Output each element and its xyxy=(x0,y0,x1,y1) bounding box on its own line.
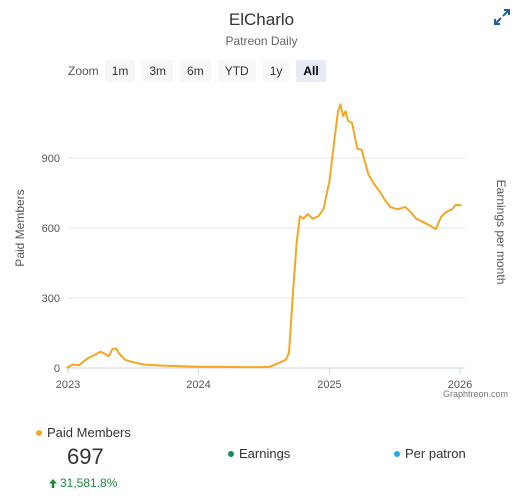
change-badge: 31,581.8% xyxy=(48,476,117,490)
zoom-all-button[interactable]: All xyxy=(296,60,326,82)
legend-earnings-label: Earnings xyxy=(239,446,291,461)
legend-per-patron-label: Per patron xyxy=(405,446,466,461)
legend-paid-members-label: Paid Members xyxy=(47,425,131,440)
y-tick-label: 900 xyxy=(42,153,60,165)
y-tick-label: 300 xyxy=(42,293,60,305)
fullscreen-icon[interactable] xyxy=(493,8,511,26)
x-tick-label: 2024 xyxy=(186,379,210,391)
x-tick-label: 2026 xyxy=(448,379,472,391)
arrow-up-icon xyxy=(49,478,57,488)
zoom-label: Zoom xyxy=(68,64,99,78)
zoom-1y-button[interactable]: 1y xyxy=(262,60,290,82)
zoom-6m-button[interactable]: 6m xyxy=(180,60,211,82)
y-tick-label: 600 xyxy=(42,223,60,235)
legend-dot-icon xyxy=(36,429,42,436)
change-value: 31,581.8% xyxy=(60,476,118,490)
chart-title: ElCharlo xyxy=(228,10,295,29)
x-tick-label: 2023 xyxy=(56,379,80,391)
legend-per-patron[interactable]: Per patron xyxy=(394,446,466,461)
zoom-ytd-button[interactable]: YTD xyxy=(217,60,256,82)
chart-subtitle: Patreon Daily xyxy=(225,34,298,48)
credit-link[interactable]: Graphtreon.com xyxy=(442,389,508,399)
current-value: 697 xyxy=(67,444,104,469)
legend-dot-icon xyxy=(394,450,400,457)
paid-members-line xyxy=(66,103,462,369)
zoom-3m-button[interactable]: 3m xyxy=(142,60,174,82)
chart-area: 0 300 600 900 2023 2024 2025 2026 Paid Members… xyxy=(13,103,508,391)
y-tick-label: 0 xyxy=(54,363,60,375)
y-axis-label: Paid Members xyxy=(13,189,27,266)
zoom-1m-button[interactable]: 1m xyxy=(104,60,136,82)
x-tick-label: 2025 xyxy=(317,379,341,391)
y2-axis-label: Earnings per month xyxy=(494,180,508,285)
legend-paid-members[interactable]: Paid Members xyxy=(36,425,131,440)
legend-dot-icon xyxy=(228,450,234,457)
legend-earnings[interactable]: Earnings xyxy=(228,446,290,461)
zoom-bar: Zoom 1m 3m 6m YTD 1y All xyxy=(68,60,333,82)
